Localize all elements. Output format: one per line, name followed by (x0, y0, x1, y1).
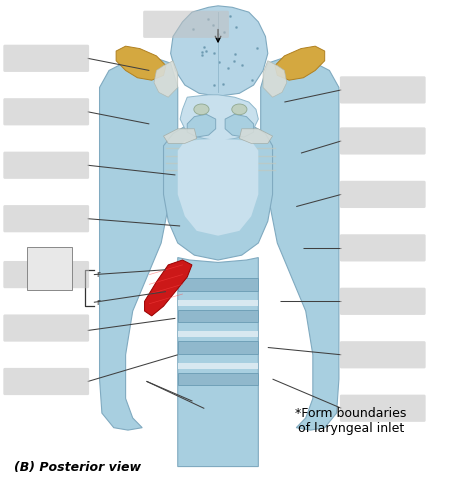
Polygon shape (261, 58, 339, 430)
Ellipse shape (232, 104, 247, 115)
Ellipse shape (194, 104, 209, 115)
Polygon shape (180, 95, 258, 141)
FancyBboxPatch shape (143, 11, 229, 38)
Polygon shape (100, 58, 178, 430)
Text: *Form boundaries
of laryngeal inlet: *Form boundaries of laryngeal inlet (295, 407, 406, 435)
Polygon shape (178, 310, 258, 322)
Polygon shape (145, 260, 192, 316)
Polygon shape (164, 124, 273, 260)
FancyBboxPatch shape (27, 247, 72, 290)
FancyBboxPatch shape (340, 288, 426, 315)
Text: r: r (96, 298, 100, 307)
FancyBboxPatch shape (3, 98, 89, 125)
Polygon shape (178, 331, 258, 337)
FancyBboxPatch shape (340, 181, 426, 208)
Polygon shape (263, 61, 287, 97)
Polygon shape (178, 363, 258, 369)
Polygon shape (154, 61, 178, 97)
FancyBboxPatch shape (340, 395, 426, 422)
Polygon shape (225, 114, 254, 137)
Polygon shape (116, 46, 166, 80)
Polygon shape (178, 341, 258, 354)
FancyBboxPatch shape (3, 152, 89, 179)
FancyBboxPatch shape (3, 205, 89, 232)
FancyBboxPatch shape (340, 234, 426, 261)
FancyBboxPatch shape (3, 261, 89, 288)
FancyBboxPatch shape (340, 341, 426, 368)
FancyBboxPatch shape (3, 368, 89, 395)
FancyBboxPatch shape (3, 45, 89, 72)
FancyBboxPatch shape (3, 314, 89, 342)
Polygon shape (239, 129, 273, 143)
Polygon shape (164, 129, 197, 143)
Polygon shape (178, 373, 258, 385)
Text: (B) Posterior view: (B) Posterior view (14, 461, 141, 474)
Polygon shape (178, 278, 258, 291)
FancyBboxPatch shape (340, 76, 426, 104)
Polygon shape (178, 300, 258, 306)
Text: r: r (96, 270, 100, 279)
FancyBboxPatch shape (340, 127, 426, 155)
Polygon shape (187, 114, 216, 137)
Polygon shape (275, 46, 325, 80)
Polygon shape (178, 258, 258, 467)
Polygon shape (178, 139, 258, 236)
Polygon shape (171, 6, 268, 96)
